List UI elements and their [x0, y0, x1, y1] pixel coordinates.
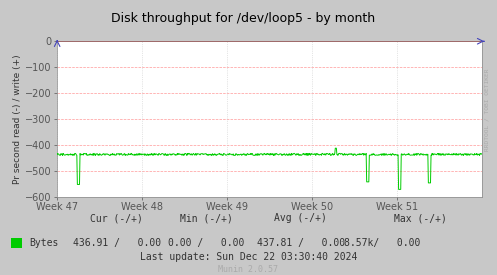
Text: Munin 2.0.57: Munin 2.0.57: [219, 265, 278, 274]
Text: Last update: Sun Dec 22 03:30:40 2024: Last update: Sun Dec 22 03:30:40 2024: [140, 252, 357, 262]
Text: Min (-/+): Min (-/+): [180, 213, 233, 223]
Text: Bytes: Bytes: [29, 238, 58, 248]
Text: Avg (-/+): Avg (-/+): [274, 213, 327, 223]
Text: Max (-/+): Max (-/+): [394, 213, 446, 223]
Text: 437.81 /   0.00: 437.81 / 0.00: [256, 238, 345, 248]
Text: 436.91 /   0.00: 436.91 / 0.00: [73, 238, 161, 248]
Text: 0.00 /   0.00: 0.00 / 0.00: [168, 238, 245, 248]
Y-axis label: Pr second read (-) / write (+): Pr second read (-) / write (+): [13, 54, 22, 184]
Text: RRDTOOL / TOBI OETIKER: RRDTOOL / TOBI OETIKER: [485, 69, 490, 151]
Text: 8.57k/   0.00: 8.57k/ 0.00: [343, 238, 420, 248]
Text: Disk throughput for /dev/loop5 - by month: Disk throughput for /dev/loop5 - by mont…: [111, 12, 376, 25]
Text: Cur (-/+): Cur (-/+): [90, 213, 143, 223]
